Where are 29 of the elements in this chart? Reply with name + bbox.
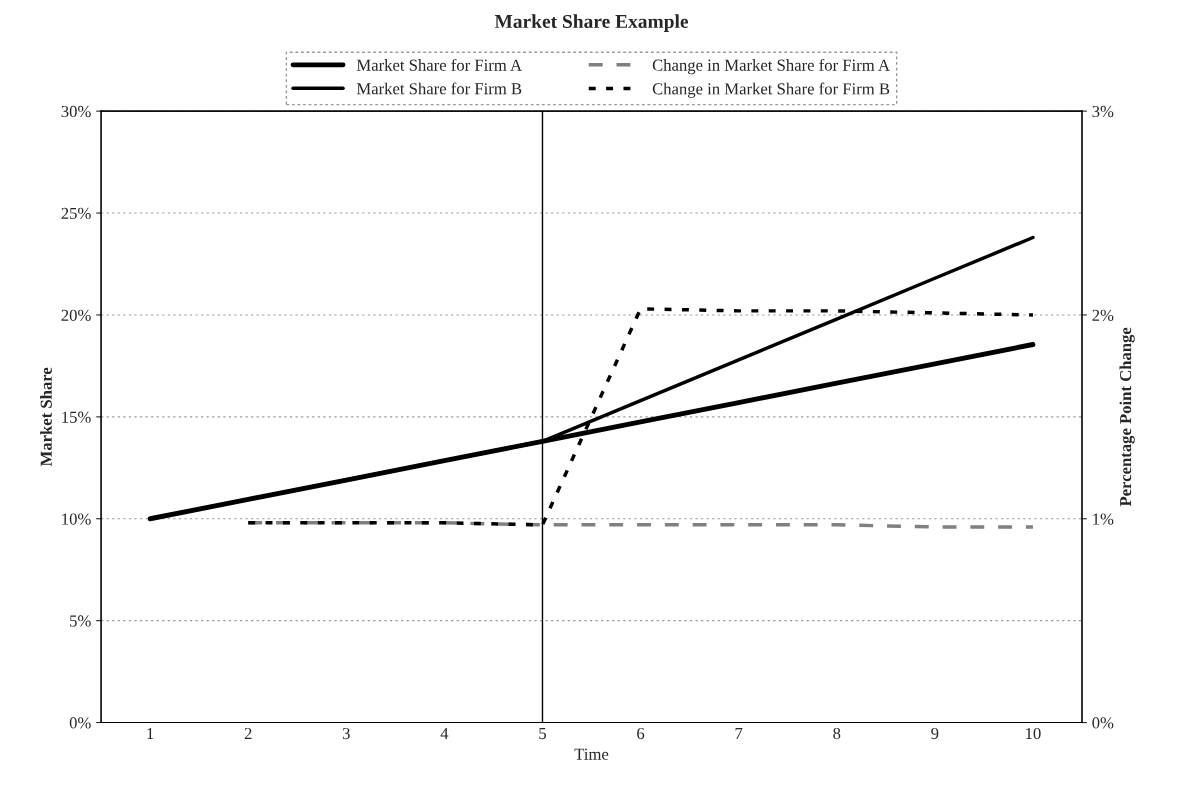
y2-tick-label: 3% bbox=[1092, 105, 1114, 118]
x-tick-label: 10 bbox=[1026, 727, 1041, 740]
x-tick-label: 7 bbox=[735, 728, 743, 739]
x-axis-title: Time bbox=[574, 748, 609, 760]
y-axis-title: Market Share bbox=[40, 367, 52, 467]
y-tick-label: 20% bbox=[61, 309, 91, 321]
y-tick-label: 10% bbox=[62, 513, 91, 525]
y-tick-label: 30% bbox=[61, 105, 91, 118]
y-tick-label: 5% bbox=[70, 615, 91, 627]
x-tick-label: 8 bbox=[833, 727, 841, 740]
x-tick-label: 5 bbox=[539, 728, 546, 740]
y-tick-label: 0% bbox=[69, 717, 91, 729]
x-tick-label: 4 bbox=[440, 727, 449, 739]
y2-tick-label: 2% bbox=[1092, 309, 1114, 321]
legend-label: Change in Market Share for Firm B bbox=[652, 82, 890, 98]
x-tick-label: 2 bbox=[244, 727, 252, 739]
chart-title: Market Share Example bbox=[494, 14, 689, 32]
y2-axis-title: Percentage Point Change bbox=[1119, 327, 1135, 507]
x-tick-label: 9 bbox=[931, 727, 939, 740]
x-tick-label: 3 bbox=[342, 727, 350, 740]
y2-tick-label: 0% bbox=[1092, 717, 1114, 729]
y2-tick-label: 1% bbox=[1093, 513, 1114, 525]
y-tick-label: 15% bbox=[62, 411, 91, 423]
legend-label: Market Share for Firm A bbox=[356, 58, 522, 71]
y-tick-label: 25% bbox=[61, 207, 91, 220]
x-tick-label: 6 bbox=[637, 727, 645, 740]
legend-label: Market Share for Firm B bbox=[356, 82, 522, 95]
legend-label: Change in Market Share for Firm A bbox=[652, 58, 890, 75]
x-tick-label: 1 bbox=[147, 727, 154, 739]
